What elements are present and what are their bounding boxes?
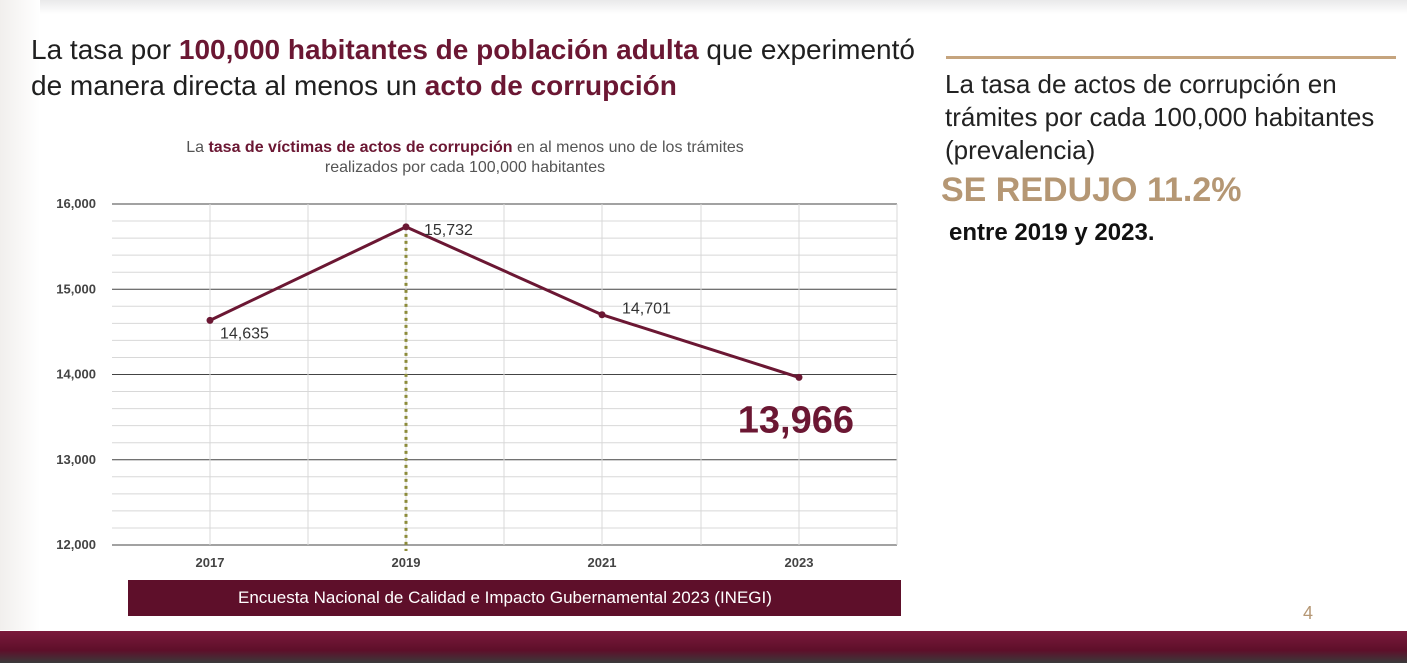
left-decoration bbox=[0, 0, 40, 630]
side-headline: SE REDUJO 11.2% bbox=[941, 171, 1242, 209]
y-tick-label: 13,000 bbox=[56, 452, 96, 467]
chart-subtitle-part-1: La bbox=[186, 139, 209, 156]
data-label: 15,732 bbox=[424, 222, 473, 239]
source-bar: Encuesta Nacional de Calidad e Impacto G… bbox=[128, 580, 901, 616]
data-label: 14,635 bbox=[220, 325, 269, 342]
y-tick-label: 15,000 bbox=[56, 281, 96, 296]
chart-series bbox=[206, 223, 803, 381]
y-tick-label: 16,000 bbox=[56, 196, 96, 211]
chart-grid: 12,000 13,000 14,000 15,000 16,000 bbox=[56, 196, 897, 552]
chart-subtitle-part-2: en al menos uno de los trámites bbox=[512, 139, 744, 156]
chart-labels: 2017 2019 2021 2023 14,635 15,732 14,701 13,966 bbox=[196, 222, 854, 570]
x-tick-label: 2023 bbox=[785, 555, 814, 570]
x-tick-label: 2017 bbox=[196, 555, 225, 570]
side-divider bbox=[946, 56, 1396, 59]
y-tick-label: 12,000 bbox=[56, 537, 96, 552]
title-bold-1: 100,000 habitantes de población adulta bbox=[178, 34, 699, 65]
title-part-1: La tasa por bbox=[31, 34, 179, 65]
chart-subtitle-line-2: realizados por cada 100,000 habitantes bbox=[324, 159, 606, 176]
data-label: 13,966 bbox=[738, 399, 854, 441]
data-point bbox=[795, 373, 803, 381]
y-tick-label: 14,000 bbox=[56, 367, 96, 382]
data-label: 14,701 bbox=[622, 301, 671, 318]
side-description: La tasa de actos de corrupción en trámit… bbox=[945, 69, 1375, 165]
data-point bbox=[206, 316, 214, 324]
side-period: entre 2019 y 2023. bbox=[949, 219, 1155, 246]
data-point bbox=[402, 223, 410, 231]
top-decoration bbox=[0, 0, 1407, 14]
chart-subtitle-bold: tasa de víctimas de actos de corrupción bbox=[208, 139, 513, 156]
bottom-bar bbox=[0, 631, 1407, 663]
title-bold-2: acto de corrupción bbox=[424, 70, 677, 101]
x-tick-label: 2021 bbox=[588, 555, 617, 570]
chart-subtitle: La tasa de víctimas de actos de corrupci… bbox=[110, 138, 820, 178]
page-number: 4 bbox=[1303, 603, 1314, 623]
data-point bbox=[598, 311, 606, 319]
x-tick-label: 2019 bbox=[392, 555, 421, 570]
series-line bbox=[209, 225, 800, 379]
title-part-2: que experimentó de manera directa al men… bbox=[31, 34, 915, 101]
page-title: La tasa por 100,000 habitantes de poblac… bbox=[31, 32, 931, 104]
